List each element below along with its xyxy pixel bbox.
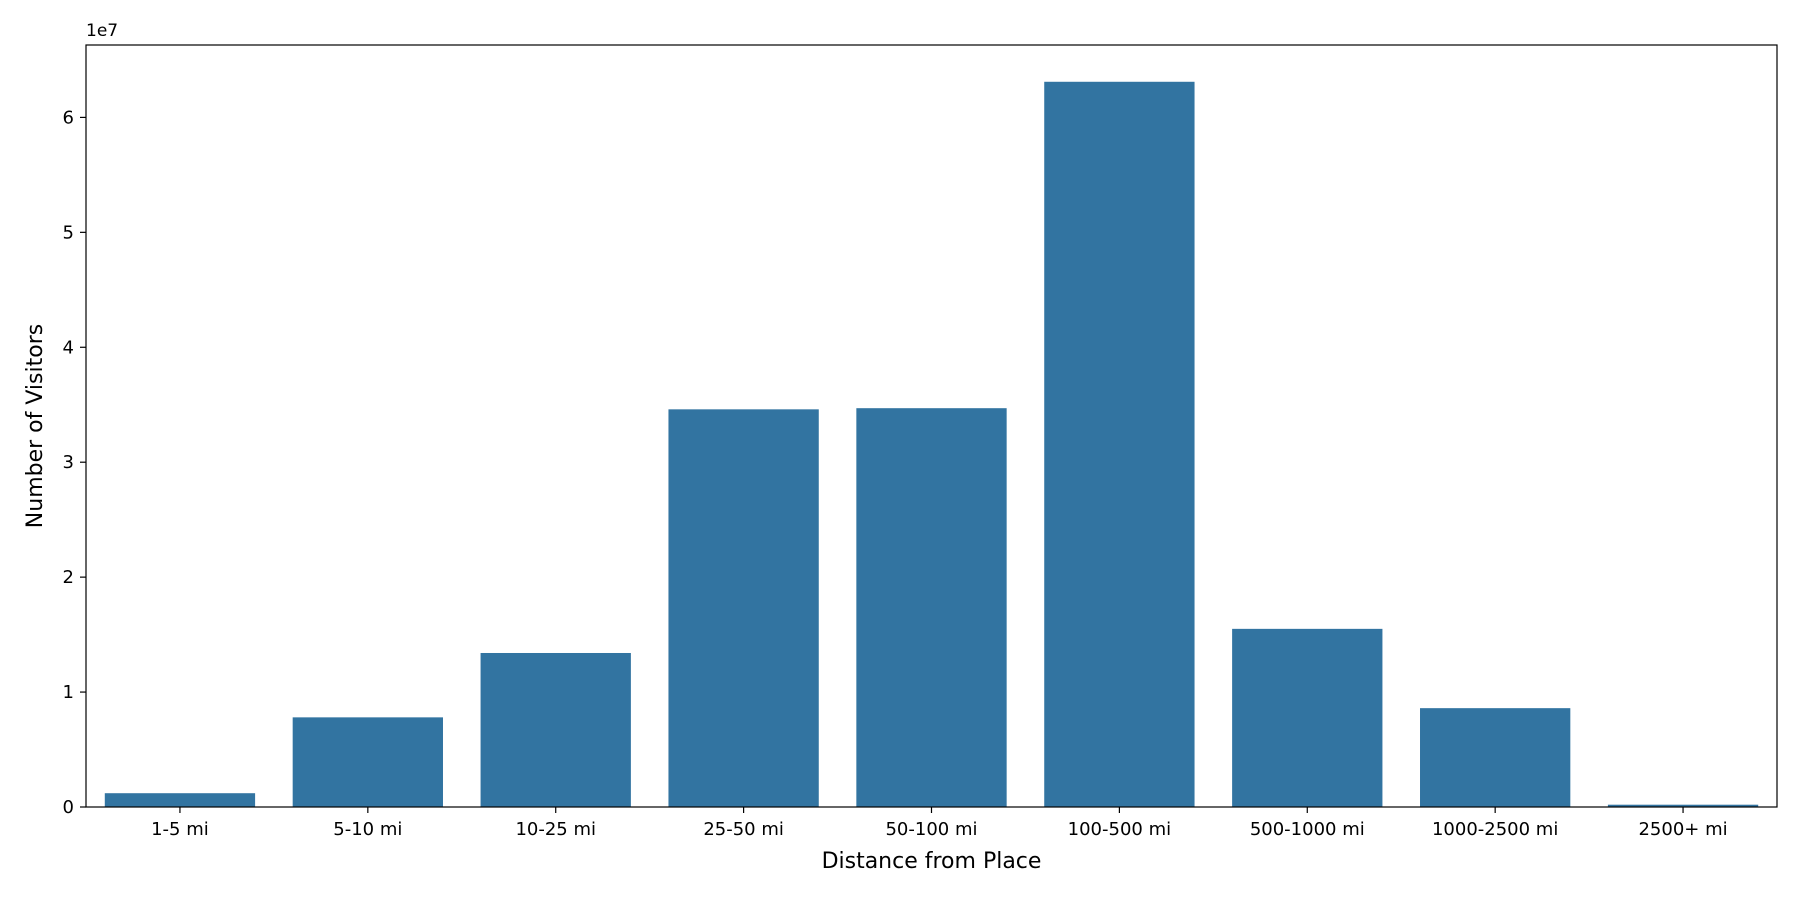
bar <box>480 652 631 807</box>
x-tick-label: 25-50 mi <box>703 819 784 840</box>
x-tick-label: 1-5 mi <box>151 819 209 840</box>
bar <box>292 717 443 807</box>
x-tick-label: 10-25 mi <box>515 819 596 840</box>
bar <box>1044 81 1195 808</box>
bar <box>1607 804 1759 807</box>
x-axis-ticks: 1-5 mi 5-10 mi 10-25 mi 25-50 mi 50-100 mi 10… <box>151 807 1728 840</box>
y-tick-label: 1 <box>63 682 74 703</box>
y-axis-offset-label: 1e7 <box>86 21 118 41</box>
y-tick-label: 0 <box>63 797 74 818</box>
y-tick-label: 3 <box>63 452 74 473</box>
y-axis-ticks: 0 1 2 3 4 5 6 <box>63 107 86 818</box>
bar <box>104 793 256 807</box>
bar <box>1420 708 1571 807</box>
x-tick-label: 5-10 mi <box>333 819 402 840</box>
x-tick-label: 2500+ mi <box>1638 819 1727 840</box>
y-axis-label: Number of Visitors <box>23 324 48 528</box>
plot-frame <box>85 44 1778 808</box>
x-axis-label: Distance from Place <box>822 849 1042 874</box>
y-tick-label: 2 <box>63 567 74 588</box>
x-tick-label: 500-1000 mi <box>1250 819 1365 840</box>
bar <box>856 408 1007 807</box>
bar <box>1232 628 1383 807</box>
y-tick-label: 6 <box>63 107 74 128</box>
bars-layer <box>104 81 1759 808</box>
x-tick-label: 1000-2500 mi <box>1432 819 1558 840</box>
x-tick-label: 100-500 mi <box>1068 819 1171 840</box>
y-tick-label: 4 <box>63 337 74 358</box>
x-tick-label: 50-100 mi <box>885 819 977 840</box>
y-tick-label: 5 <box>63 222 74 243</box>
bar <box>668 409 819 807</box>
